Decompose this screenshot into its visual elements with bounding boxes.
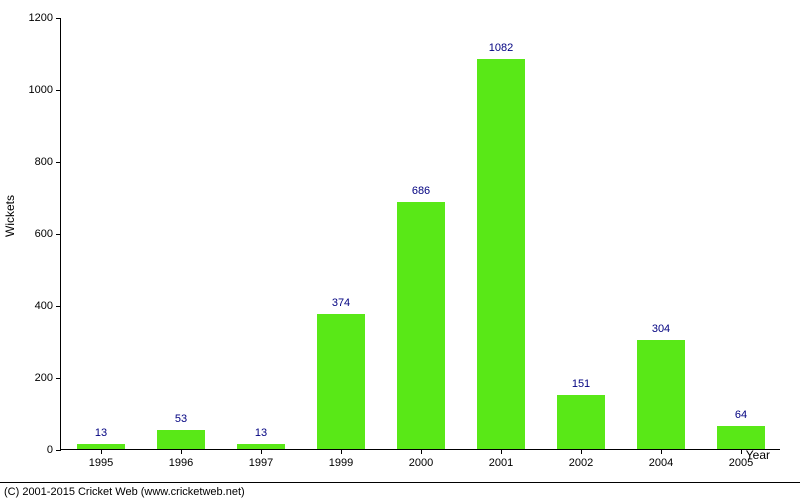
copyright-text: (C) 2001-2015 Cricket Web (www.cricketwe… — [4, 486, 245, 498]
y-tick-label: 800 — [35, 156, 53, 168]
bar — [557, 395, 605, 449]
bar-value-label: 13 — [255, 427, 267, 439]
y-tick — [56, 162, 61, 163]
bar-value-label: 151 — [572, 378, 590, 390]
y-tick-label: 400 — [35, 300, 53, 312]
x-tick — [181, 449, 182, 454]
bar-value-label: 686 — [412, 185, 430, 197]
x-tick-label: 2002 — [569, 457, 593, 469]
x-tick — [661, 449, 662, 454]
y-tick — [56, 90, 61, 91]
bar — [717, 426, 765, 449]
x-tick-label: 2001 — [489, 457, 513, 469]
y-tick — [56, 378, 61, 379]
chart-container: 0 200 400 600 800 1000 1200 13 1995 53 1996 13 1997 3… — [0, 0, 800, 480]
bar-value-label: 53 — [175, 413, 187, 425]
x-tick-label: 1996 — [169, 457, 193, 469]
x-tick-label: 2000 — [409, 457, 433, 469]
x-tick — [341, 449, 342, 454]
y-tick — [56, 234, 61, 235]
y-tick — [56, 306, 61, 307]
y-tick — [56, 450, 61, 451]
x-tick-label: 2004 — [649, 457, 673, 469]
bar — [637, 340, 685, 449]
plot-area: 0200400600800100012001319955319961319973… — [60, 18, 780, 450]
y-tick-label: 0 — [47, 444, 53, 456]
bar — [317, 314, 365, 449]
bar — [157, 430, 205, 449]
bar — [397, 202, 445, 449]
x-tick — [501, 449, 502, 454]
y-axis-label: Wickets — [3, 195, 17, 237]
y-tick-label: 1000 — [29, 84, 53, 96]
bar-value-label: 1082 — [489, 42, 513, 54]
x-tick — [581, 449, 582, 454]
y-tick-label: 600 — [35, 228, 53, 240]
bar-value-label: 304 — [652, 323, 670, 335]
x-tick — [421, 449, 422, 454]
bar — [477, 59, 525, 449]
x-tick-label: 1995 — [89, 457, 113, 469]
y-tick-label: 200 — [35, 372, 53, 384]
x-tick — [261, 449, 262, 454]
x-tick — [101, 449, 102, 454]
bar-value-label: 374 — [332, 297, 350, 309]
copyright-divider — [0, 482, 800, 483]
x-tick-label: 1999 — [329, 457, 353, 469]
y-tick — [56, 18, 61, 19]
x-tick-label: 1997 — [249, 457, 273, 469]
y-tick-label: 1200 — [29, 12, 53, 24]
x-tick — [741, 449, 742, 454]
bar-value-label: 13 — [95, 427, 107, 439]
bar-value-label: 64 — [735, 409, 747, 421]
x-axis-label: Year — [746, 448, 770, 462]
